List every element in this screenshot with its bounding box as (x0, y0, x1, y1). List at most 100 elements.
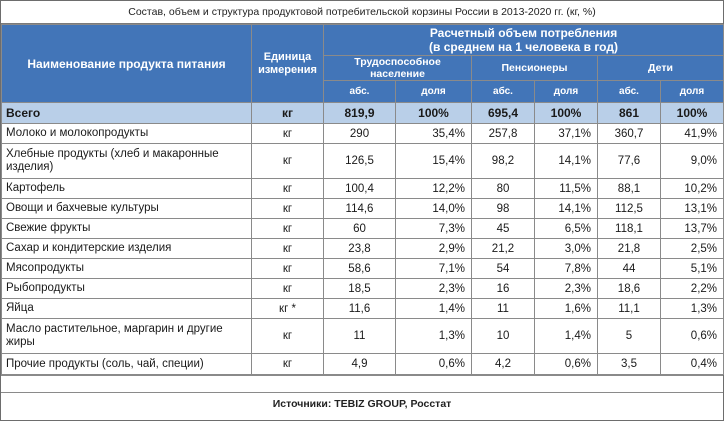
cell-value: 100% (659, 102, 724, 124)
header-abs: абс. (597, 80, 661, 103)
header-volume-line2: (в среднем на 1 человека в год) (429, 40, 618, 54)
cell-product-name: Сахар и кондитерские изделия (1, 238, 252, 259)
cell-value: 118,1 (597, 218, 661, 239)
cell-value: 2,3% (395, 278, 472, 299)
cell-product-name: Овощи и бахчевые культуры (1, 198, 252, 219)
cell-value: 13,1% (659, 198, 724, 219)
cell-value: 11,5% (534, 178, 598, 199)
table-row: Молоко и молокопродукты кг 290 35,4% 257… (1, 123, 724, 144)
table-row: Сахар и кондитерские изделия кг 23,8 2,9… (1, 238, 724, 259)
cell-value: 114,6 (323, 198, 396, 219)
cell-value: 10,2% (659, 178, 724, 199)
table-row: Хлебные продукты (хлеб и макаронные изде… (1, 143, 724, 179)
cell-product-name: Всего (1, 102, 252, 124)
cell-value: 819,9 (323, 102, 396, 124)
cell-value: 2,9% (395, 238, 472, 259)
cell-value: 695,4 (471, 102, 535, 124)
cell-unit: кг (251, 102, 324, 124)
cell-unit: кг (251, 198, 324, 219)
table-row: Овощи и бахчевые культуры кг 114,6 14,0%… (1, 198, 724, 219)
cell-value: 23,8 (323, 238, 396, 259)
cell-value: 11,1 (597, 298, 661, 319)
cell-product-name: Молоко и молокопродукты (1, 123, 252, 144)
cell-value: 1,3% (659, 298, 724, 319)
cell-product-name: Мясопродукты (1, 258, 252, 279)
cell-value: 44 (597, 258, 661, 279)
table-row: Яйца кг * 11,6 1,4% 11 1,6% 11,1 1,3% (1, 298, 724, 319)
cell-unit: кг * (251, 298, 324, 319)
cell-unit: кг (251, 218, 324, 239)
cell-value: 2,2% (659, 278, 724, 299)
cell-value: 112,5 (597, 198, 661, 219)
cell-value: 6,5% (534, 218, 598, 239)
cell-value: 77,6 (597, 143, 661, 179)
cell-unit: кг (251, 278, 324, 299)
cell-value: 3,5 (597, 353, 661, 375)
cell-value: 1,4% (534, 318, 598, 354)
cell-value: 7,8% (534, 258, 598, 279)
table-caption: Состав, объем и структура продуктовой по… (1, 1, 723, 24)
header-abs: абс. (323, 80, 396, 103)
cell-value: 15,4% (395, 143, 472, 179)
cell-value: 14,0% (395, 198, 472, 219)
cell-value: 3,0% (534, 238, 598, 259)
table-row: Картофель кг 100,4 12,2% 80 11,5% 88,1 1… (1, 178, 724, 199)
cell-value: 35,4% (395, 123, 472, 144)
cell-value: 7,3% (395, 218, 472, 239)
header-abs: абс. (471, 80, 535, 103)
cell-unit: кг (251, 178, 324, 199)
cell-value: 9,0% (659, 143, 724, 179)
table-row: Мясопродукты кг 58,6 7,1% 54 7,8% 44 5,1… (1, 258, 724, 279)
header-group-children: Дети (596, 55, 724, 81)
table-row: Рыбопродукты кг 18,5 2,3% 16 2,3% 18,6 2… (1, 278, 724, 299)
cell-value: 7,1% (395, 258, 472, 279)
cell-unit: кг (251, 238, 324, 259)
cell-product-name: Хлебные продукты (хлеб и макаронные изде… (1, 143, 252, 179)
cell-unit: кг (251, 123, 324, 144)
cell-value: 13,7% (659, 218, 724, 239)
cell-value: 60 (323, 218, 396, 239)
cell-value: 0,4% (659, 353, 724, 375)
cell-value: 1,4% (395, 298, 472, 319)
cell-product-name: Прочие продукты (соль, чай, специи) (1, 353, 252, 375)
cell-product-name: Свежие фрукты (1, 218, 252, 239)
cell-value: 0,6% (395, 353, 472, 375)
cell-value: 100% (534, 102, 598, 124)
cell-value: 5,1% (659, 258, 724, 279)
cell-unit: кг (251, 318, 324, 354)
cell-value: 2,5% (659, 238, 724, 259)
cell-product-name: Масло растительное, маргарин и другие жи… (1, 318, 252, 354)
header-share: доля (395, 80, 472, 103)
cell-value: 11 (471, 298, 535, 319)
cell-value: 21,2 (471, 238, 535, 259)
table-row-total: Всего кг 819,9 100% 695,4 100% 861 100% (1, 102, 724, 124)
cell-value: 10 (471, 318, 535, 354)
cell-value: 14,1% (534, 198, 598, 219)
cell-value: 4,9 (323, 353, 396, 375)
cell-value: 11,6 (323, 298, 396, 319)
cell-product-name: Картофель (1, 178, 252, 199)
cell-product-name: Рыбопродукты (1, 278, 252, 299)
cell-value: 257,8 (471, 123, 535, 144)
cell-value: 11 (323, 318, 396, 354)
cell-value: 100,4 (323, 178, 396, 199)
cell-value: 12,2% (395, 178, 472, 199)
table-row: Прочие продукты (соль, чай, специи) кг 4… (1, 353, 724, 375)
cell-unit: кг (251, 258, 324, 279)
cell-value: 290 (323, 123, 396, 144)
table-spacer (1, 375, 723, 392)
header-unit-column: Единица измерения (251, 24, 324, 103)
cell-value: 54 (471, 258, 535, 279)
cell-value: 88,1 (597, 178, 661, 199)
cell-value: 37,1% (534, 123, 598, 144)
consumer-basket-table: Наименование продукта питания Единица из… (1, 24, 724, 375)
cell-value: 98,2 (471, 143, 535, 179)
header-volume-line1: Расчетный объем потребления (429, 26, 618, 40)
cell-value: 98 (471, 198, 535, 219)
cell-value: 18,6 (597, 278, 661, 299)
cell-value: 126,5 (323, 143, 396, 179)
cell-value: 58,6 (323, 258, 396, 279)
cell-value: 1,6% (534, 298, 598, 319)
cell-value: 5 (597, 318, 661, 354)
cell-value: 21,8 (597, 238, 661, 259)
